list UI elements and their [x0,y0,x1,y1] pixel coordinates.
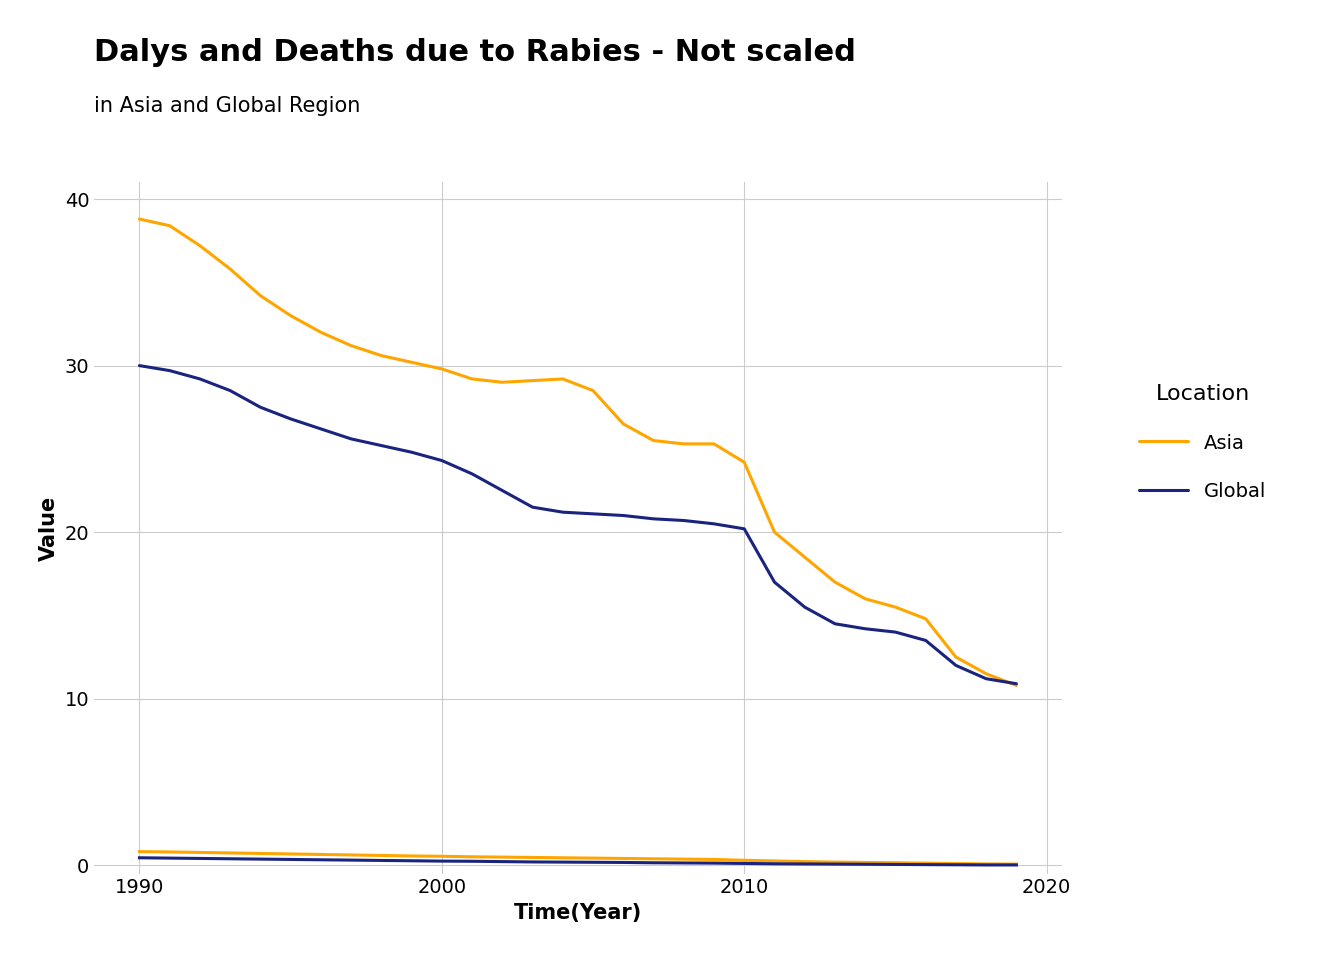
Global [827,618,843,630]
Legend: Asia, Global: Asia, Global [1120,365,1285,521]
Global [918,635,934,646]
Global [132,360,148,372]
Global [495,485,511,496]
Asia [676,438,692,449]
Asia [343,340,359,351]
Global [887,626,903,637]
Asia [403,356,419,368]
Global [766,576,782,588]
Global [797,601,813,612]
Asia [706,438,722,449]
Global [374,440,390,451]
Asia [797,551,813,563]
Asia [827,576,843,588]
Global [585,508,601,519]
Global [555,507,571,518]
Text: Dalys and Deaths due to Rabies - Not scaled: Dalys and Deaths due to Rabies - Not sca… [94,38,856,67]
X-axis label: Time(Year): Time(Year) [513,903,642,923]
Global [313,423,329,435]
Global [737,523,753,535]
Global [1008,678,1024,689]
Asia [1008,680,1024,691]
Asia [161,220,177,231]
Asia [616,419,632,430]
Global [857,623,874,635]
Asia [313,326,329,338]
Global [222,385,238,396]
Global [464,468,480,480]
Global [253,401,269,413]
Asia [374,349,390,361]
Global [192,373,208,385]
Global [343,433,359,444]
Asia [737,456,753,468]
Global [676,515,692,526]
Asia [857,593,874,605]
Line: Asia: Asia [140,219,1016,685]
Asia [555,373,571,385]
Asia [132,213,148,225]
Asia [222,263,238,275]
Asia [524,374,540,386]
Global [978,673,995,684]
Asia [918,613,934,625]
Asia [434,363,450,374]
Global [161,365,177,376]
Global [524,501,540,513]
Asia [253,290,269,301]
Global [948,660,964,671]
Line: Global: Global [140,366,1016,684]
Global [706,518,722,530]
Global [403,446,419,458]
Asia [766,526,782,538]
Asia [585,385,601,396]
Asia [645,435,661,446]
Global [645,513,661,524]
Asia [282,310,298,322]
Asia [978,668,995,680]
Global [616,510,632,521]
Asia [192,240,208,252]
Asia [495,376,511,388]
Text: in Asia and Global Region: in Asia and Global Region [94,96,360,116]
Asia [887,601,903,612]
Y-axis label: Value: Value [39,495,59,561]
Asia [948,651,964,662]
Asia [464,373,480,385]
Global [434,455,450,467]
Global [282,413,298,424]
